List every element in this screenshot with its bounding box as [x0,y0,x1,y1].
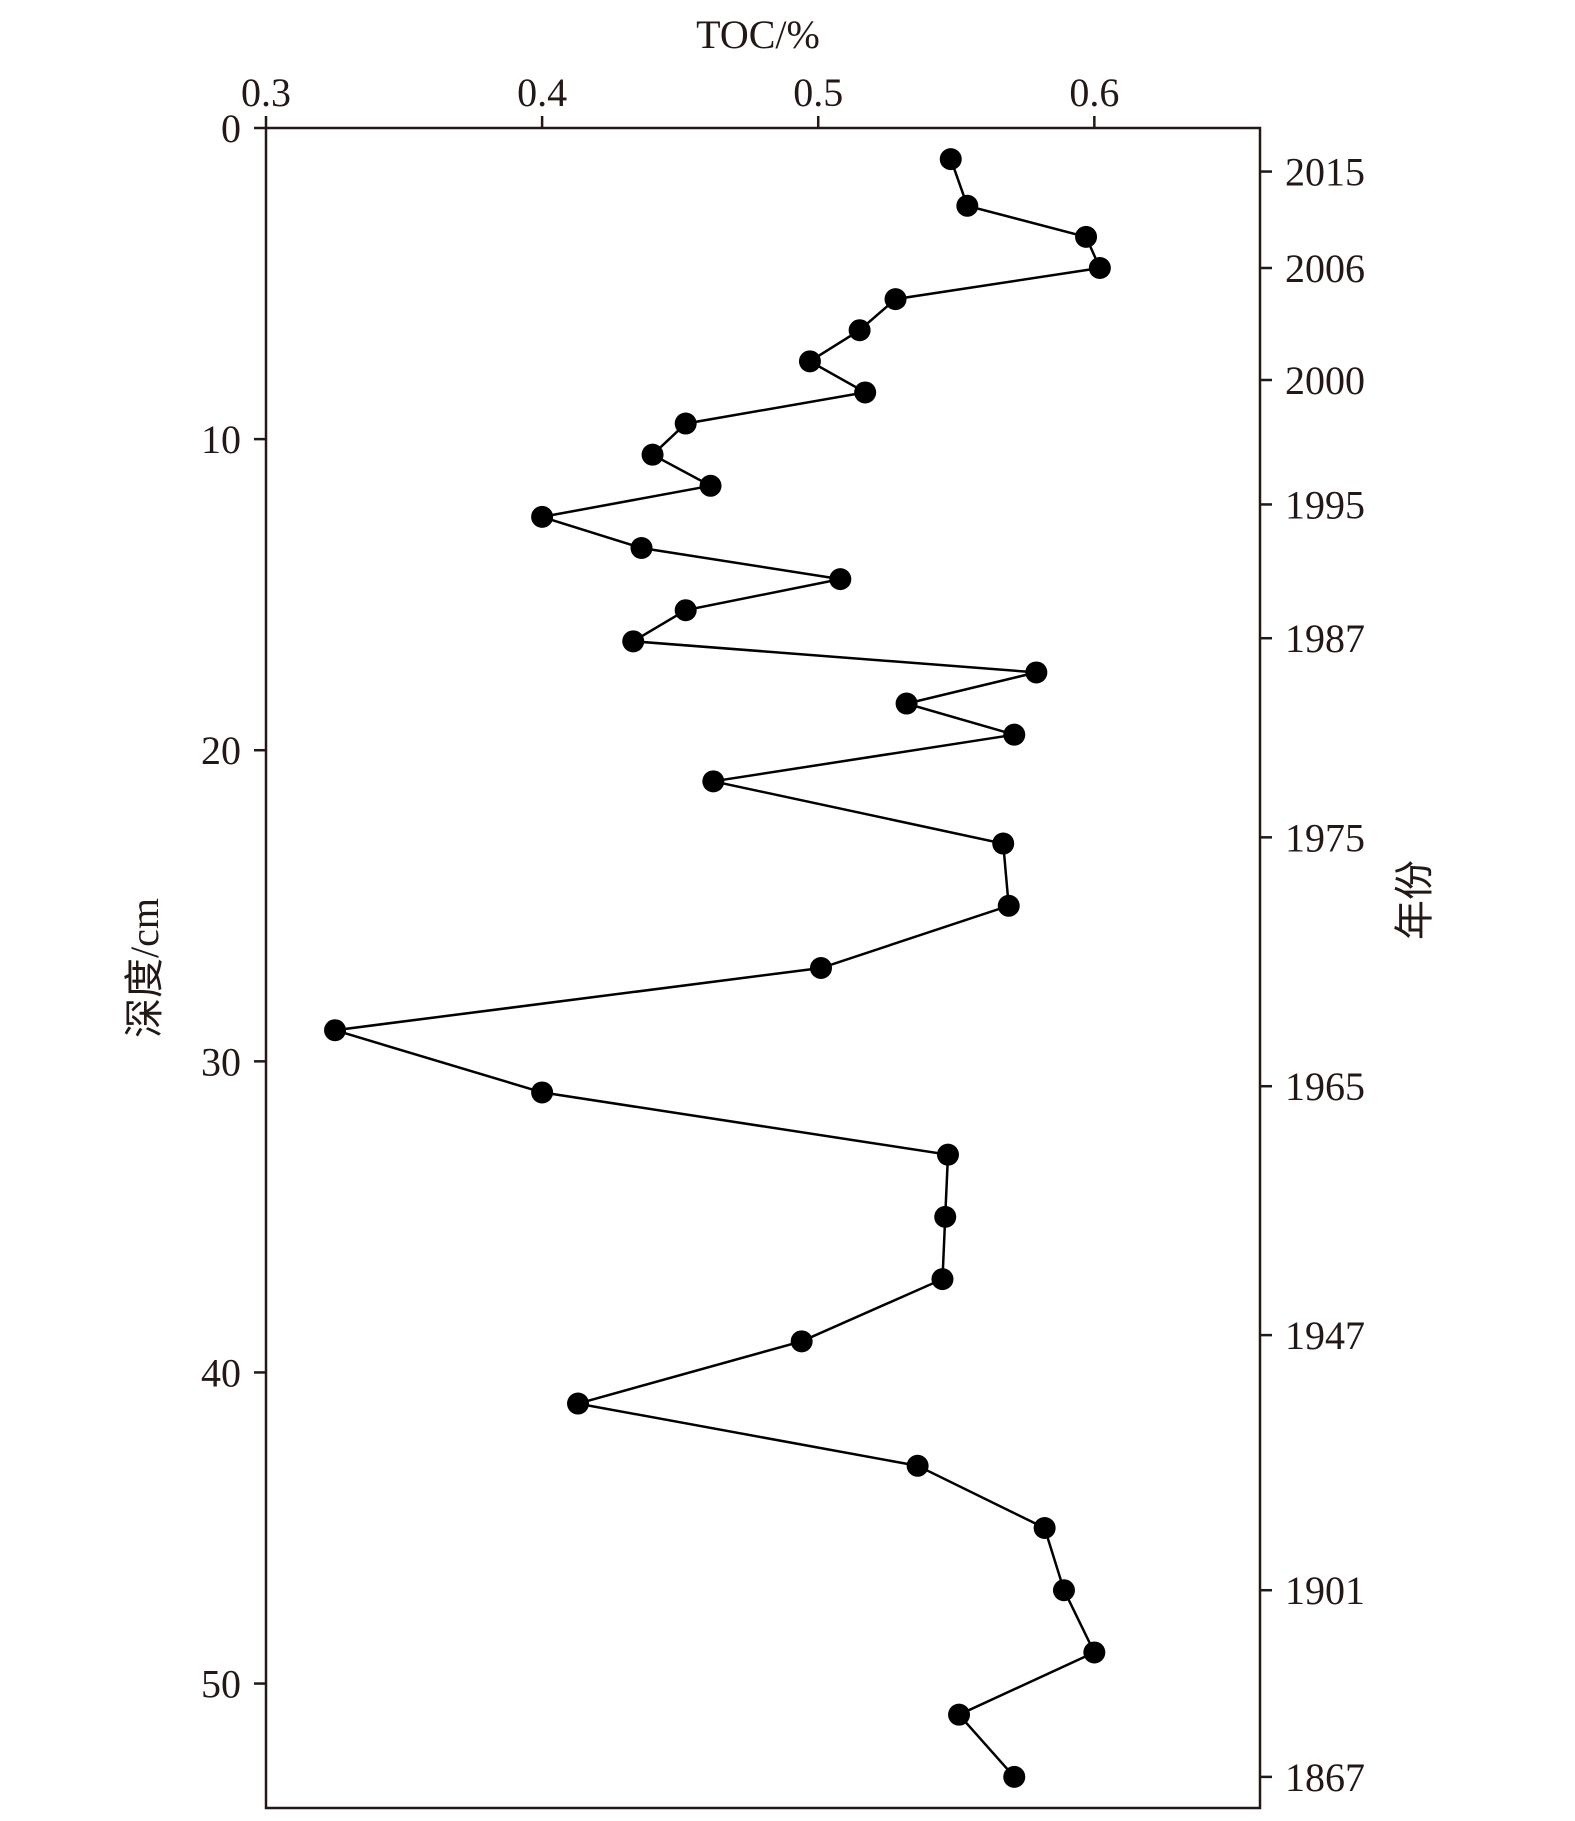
year-tick-label-3: 1995 [1285,482,1365,527]
year-tick-label-4: 1987 [1285,616,1365,661]
y-tick-label-2: 20 [201,728,241,773]
data-point-9 [641,443,664,466]
year-tick-label-1: 2006 [1285,246,1365,291]
data-point-21 [997,894,1020,917]
data-point-4 [884,288,907,311]
y-tick-label-0: 0 [221,106,241,151]
data-point-11 [531,505,554,528]
data-point-19 [702,770,725,793]
y-tick-label-1: 10 [201,417,241,462]
x-axis-ticks: 0.3 0.4 0.5 0.6 [241,70,1119,128]
data-point-13 [829,568,852,591]
data-point-8 [674,412,697,435]
series-line [334,158,1102,1778]
data-point-18 [1003,723,1026,746]
x-tick-label-1: 0.4 [517,70,567,115]
data-point-10 [699,474,722,497]
data-point-12 [630,537,653,559]
y-tick-label-5: 50 [201,1662,241,1707]
x-axis-title: TOC/% [696,12,820,57]
x-tick-label-0: 0.3 [241,70,291,115]
y-axis-title: 深度/cm [122,898,167,1038]
data-point-26 [934,1205,957,1228]
year-tick-label-9: 1867 [1285,1755,1365,1800]
data-points [324,148,1111,1788]
data-point-23 [324,1019,347,1042]
year-axis-ticks: 2015 2006 2000 1995 1987 1975 1965 1947 1901 1867 [1260,150,1365,1800]
data-point-1 [956,194,979,217]
data-point-29 [567,1392,590,1415]
data-point-17 [895,692,918,715]
data-point-16 [1025,661,1048,684]
data-point-20 [992,832,1015,855]
data-point-6 [798,350,821,373]
data-point-28 [790,1330,813,1353]
data-point-7 [854,381,877,404]
year-tick-label-6: 1965 [1285,1064,1365,1109]
data-point-14 [674,599,697,622]
x-tick-label-2: 0.5 [793,70,843,115]
data-point-30 [906,1454,929,1477]
data-point-35 [1003,1765,1026,1788]
data-point-34 [948,1703,971,1726]
year-tick-label-5: 1975 [1285,815,1365,860]
data-point-31 [1033,1517,1056,1539]
y-tick-label-3: 30 [201,1039,241,1084]
y2-axis-title: 年份 [1392,860,1437,940]
data-point-33 [1083,1641,1106,1664]
data-point-24 [531,1081,554,1104]
data-point-2 [1075,225,1098,248]
year-tick-label-8: 1901 [1285,1568,1365,1613]
data-point-27 [931,1268,954,1291]
data-point-25 [936,1143,959,1166]
data-point-15 [622,630,645,653]
data-point-3 [1088,257,1111,279]
year-tick-label-2: 2000 [1285,358,1365,403]
data-point-5 [848,319,871,342]
y-axis-ticks: 0 10 20 30 40 50 [201,106,266,1707]
data-point-32 [1052,1579,1075,1602]
year-tick-label-7: 1947 [1285,1313,1365,1358]
y-tick-label-4: 40 [201,1350,241,1395]
plot-frame [264,126,1262,1810]
data-point-0 [939,148,962,171]
year-tick-label-0: 2015 [1285,150,1365,195]
data-point-22 [809,957,832,979]
x-tick-label-3: 0.6 [1069,70,1119,115]
